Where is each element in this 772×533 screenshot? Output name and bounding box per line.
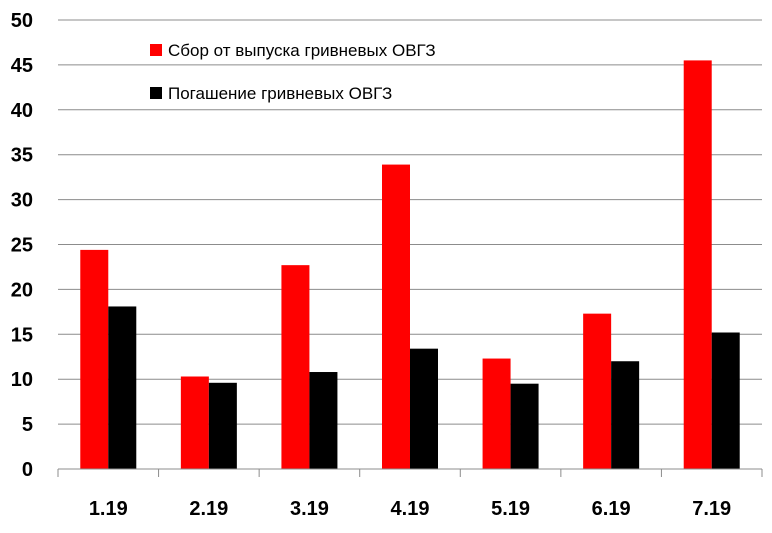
x-tick-label: 5.19 [491,498,530,520]
bar-issuance-4.19 [382,164,410,469]
bar-redemption-5.19 [510,383,539,469]
x-tick-label: 1.19 [89,498,128,520]
bar-issuance-7.19 [683,60,712,469]
y-tick-label: 0 [22,459,33,481]
x-tick-label: 4.19 [391,498,430,520]
bar-redemption-4.19 [410,348,438,469]
y-tick-label: 35 [11,145,33,167]
y-tick-label: 30 [11,190,33,212]
y-tick-label: 25 [11,235,33,257]
bar-redemption-6.19 [611,361,640,469]
legend-label-redemption: Погашение гривневых ОВГЗ [168,84,392,103]
x-tick-label: 7.19 [692,498,731,520]
y-tick-label: 50 [11,10,33,32]
y-tick-label: 10 [11,369,33,391]
x-tick-label: 2.19 [189,498,228,520]
legend-label-issuance: Сбор от выпуска гривневых ОВГЗ [168,41,436,60]
legend-swatch-issuance [150,44,162,56]
bar-issuance-1.19 [80,249,109,469]
bar-issuance-3.19 [281,265,310,469]
bar-redemption-7.19 [711,332,740,469]
y-tick-label: 20 [11,279,33,301]
x-axis-ticks: 1.19 2.19 3.19 4.19 5.19 6.19 7.19 [89,498,731,520]
x-tick-label: 6.19 [592,498,631,520]
y-tick-label: 15 [11,324,33,346]
y-tick-label: 5 [22,414,33,436]
bar-issuance-5.19 [482,358,511,469]
bars [80,60,740,469]
y-tick-label: 40 [11,100,33,122]
y-axis-ticks: 0 5 10 15 20 25 30 35 40 45 50 [11,10,33,481]
legend: Сбор от выпуска гривневых ОВГЗ Погашение… [150,41,436,103]
bar-redemption-1.19 [108,306,137,469]
x-axis [57,468,763,477]
bar-issuance-6.19 [583,313,612,469]
bar-redemption-2.19 [208,382,237,469]
y-tick-label: 45 [11,55,33,77]
x-tick-label: 3.19 [290,498,329,520]
bar-issuance-2.19 [180,376,209,469]
bar-redemption-3.19 [309,372,338,469]
legend-swatch-redemption [150,87,162,99]
